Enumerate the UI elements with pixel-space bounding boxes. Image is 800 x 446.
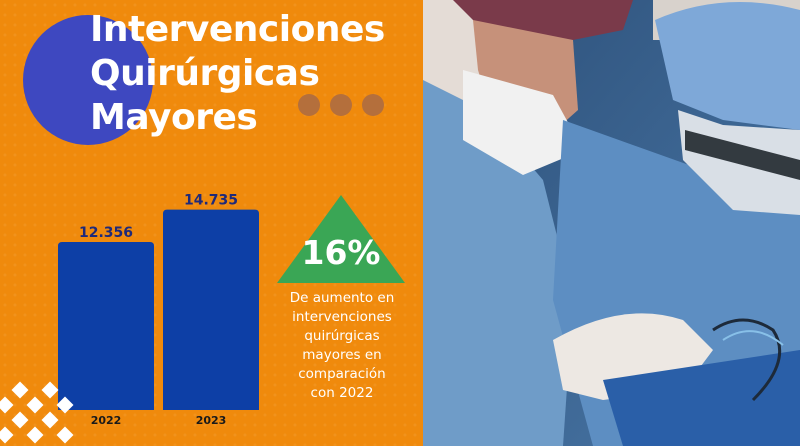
title-line-2: Quirúrgicas [90,53,320,94]
increase-description: De aumento en intervenciones quirúrgicas ma… [272,289,412,403]
title-line-3: Mayores [90,97,258,138]
bar-2023 [163,209,259,410]
page-title: Intervenciones Quirúrgicas Mayores [90,8,385,140]
decorative-circle [23,15,153,145]
description-line: intervenciones [292,309,392,325]
description-line: con 2022 [310,385,374,401]
decorative-dots [298,94,384,116]
description-line: quirúrgicas [304,328,380,344]
increase-percent: 16% [301,233,381,272]
bar-chart: 12.356 2022 14.735 2023 [58,193,259,427]
surgery-photo [423,0,800,446]
title-line-1: Intervenciones [90,9,385,50]
bar-value-label: 14.735 [184,193,238,209]
decorative-dot [330,94,352,116]
infographic-panel: Intervenciones Quirúrgicas Mayores 12.35… [0,0,423,446]
category-label: 2022 [91,414,122,427]
decorative-dot [298,94,320,116]
description-line: comparación [298,366,386,382]
category-label: 2023 [196,414,227,427]
bar-value-label: 12.356 [79,225,133,241]
checker-pattern-icon [0,381,74,444]
decorative-dot [362,94,384,116]
surgery-photo-illustration [423,0,800,446]
description-line: mayores en [302,347,382,363]
description-line: De aumento en [289,290,395,306]
bar-2022 [58,241,154,410]
increase-triangle-icon [277,195,405,283]
